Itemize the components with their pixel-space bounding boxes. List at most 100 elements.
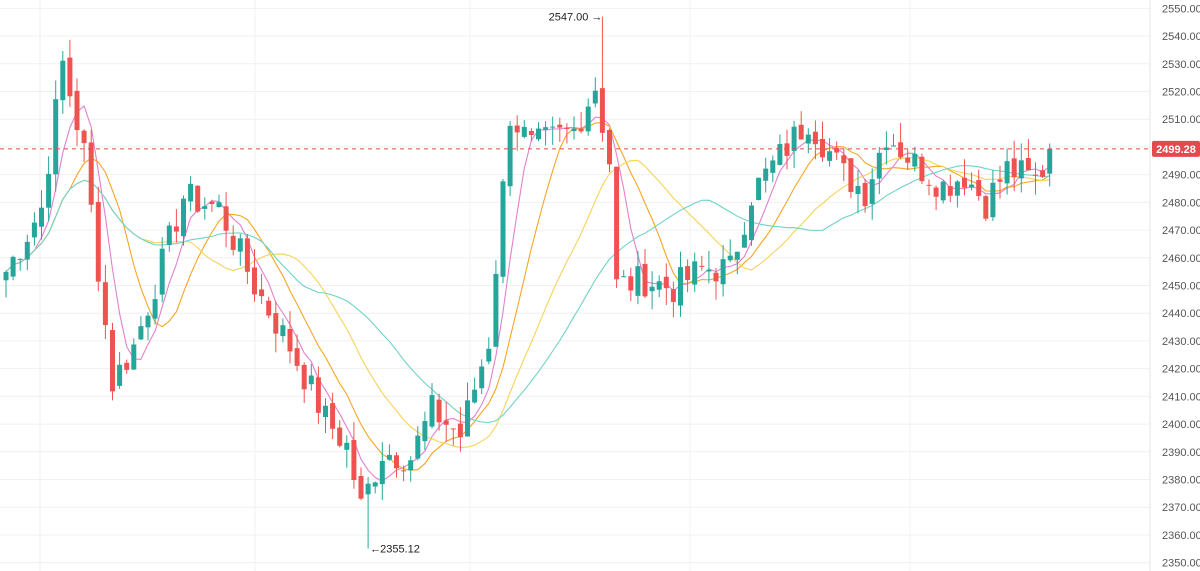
candle	[912, 146, 918, 172]
candle-body	[315, 377, 321, 413]
candle	[372, 481, 378, 494]
candle	[855, 169, 861, 214]
candle-body	[31, 222, 37, 238]
candle-body	[60, 60, 66, 101]
candle-body	[699, 265, 705, 267]
candle	[315, 366, 321, 424]
candle-body	[17, 258, 23, 260]
candle-body	[110, 330, 115, 392]
candle	[472, 377, 478, 404]
candle	[88, 129, 94, 213]
candle	[131, 338, 137, 370]
candle	[543, 121, 549, 146]
candle	[1047, 143, 1053, 187]
candle	[188, 176, 194, 212]
candle-body	[273, 313, 279, 334]
candle	[67, 39, 73, 107]
candle-body	[564, 127, 570, 129]
candle	[479, 359, 485, 395]
candle	[571, 116, 577, 140]
y-tick-label: 2520.00	[1162, 86, 1200, 98]
candle-body	[663, 276, 669, 289]
candle-body	[578, 128, 584, 132]
y-tick-label: 2360.00	[1162, 530, 1200, 542]
ma-line-10	[5, 122, 1051, 471]
candle	[117, 351, 123, 389]
candle	[408, 456, 414, 482]
candle	[1025, 139, 1031, 171]
candle	[436, 393, 442, 431]
candle	[628, 267, 634, 302]
candle	[954, 180, 960, 208]
candle	[869, 168, 875, 220]
y-tick-label: 2390.00	[1162, 447, 1200, 459]
candle-body	[209, 201, 215, 204]
candle-body	[344, 442, 350, 450]
candle	[1018, 143, 1024, 193]
y-tick-label: 2430.00	[1162, 336, 1200, 348]
candle-body	[642, 263, 648, 297]
candle-body	[812, 131, 818, 145]
candle-body	[720, 259, 726, 285]
candle	[905, 149, 911, 171]
candle	[706, 250, 712, 284]
candle-body	[159, 248, 165, 295]
candle-body	[415, 435, 421, 459]
candle	[358, 467, 364, 501]
candle	[919, 153, 925, 185]
candle	[244, 233, 250, 284]
moving-average-lines	[5, 104, 1051, 482]
candle	[656, 275, 662, 298]
candle-body	[820, 138, 825, 158]
candle-body	[947, 186, 953, 196]
candle-body	[244, 238, 250, 272]
candle	[287, 311, 293, 364]
candle	[24, 234, 30, 271]
candle	[429, 383, 435, 429]
y-tick-label: 2450.00	[1162, 281, 1200, 293]
candle	[614, 166, 620, 289]
candle	[1040, 165, 1046, 178]
candle	[394, 452, 399, 478]
candle-body	[770, 160, 776, 173]
candle-body	[379, 460, 385, 485]
candle	[933, 185, 939, 211]
candle-body	[81, 130, 87, 144]
candle	[564, 123, 570, 144]
y-tick-label: 2440.00	[1162, 308, 1200, 320]
candle-body	[230, 235, 236, 250]
candle	[159, 237, 165, 303]
candle	[805, 128, 811, 154]
candle	[536, 122, 541, 142]
low-label: 2355.12	[380, 543, 420, 555]
candle-body	[678, 267, 683, 306]
y-tick-label: 2460.00	[1162, 253, 1200, 265]
candle	[294, 334, 300, 372]
candle	[514, 115, 520, 151]
candle	[344, 435, 350, 468]
candle	[266, 296, 272, 319]
candle	[10, 255, 16, 281]
candle	[883, 131, 889, 165]
candle	[947, 174, 953, 203]
y-tick-label: 2380.00	[1162, 475, 1200, 487]
candle-body	[3, 271, 9, 281]
candle-body	[479, 366, 485, 389]
candle-body	[195, 185, 201, 212]
candle-body	[1040, 170, 1046, 177]
candle-body	[39, 207, 44, 227]
candle	[1011, 140, 1017, 192]
candle	[727, 239, 733, 263]
candle-body	[237, 238, 243, 252]
candle-body	[521, 126, 527, 137]
candle-body	[493, 273, 499, 347]
candle-body	[386, 454, 392, 460]
candle	[550, 116, 556, 145]
y-tick-label: 2490.00	[1162, 170, 1200, 182]
candle-body	[621, 276, 627, 278]
candle	[181, 195, 186, 246]
candle-body	[117, 364, 123, 386]
candle	[599, 16, 605, 142]
candle-body	[223, 206, 229, 231]
